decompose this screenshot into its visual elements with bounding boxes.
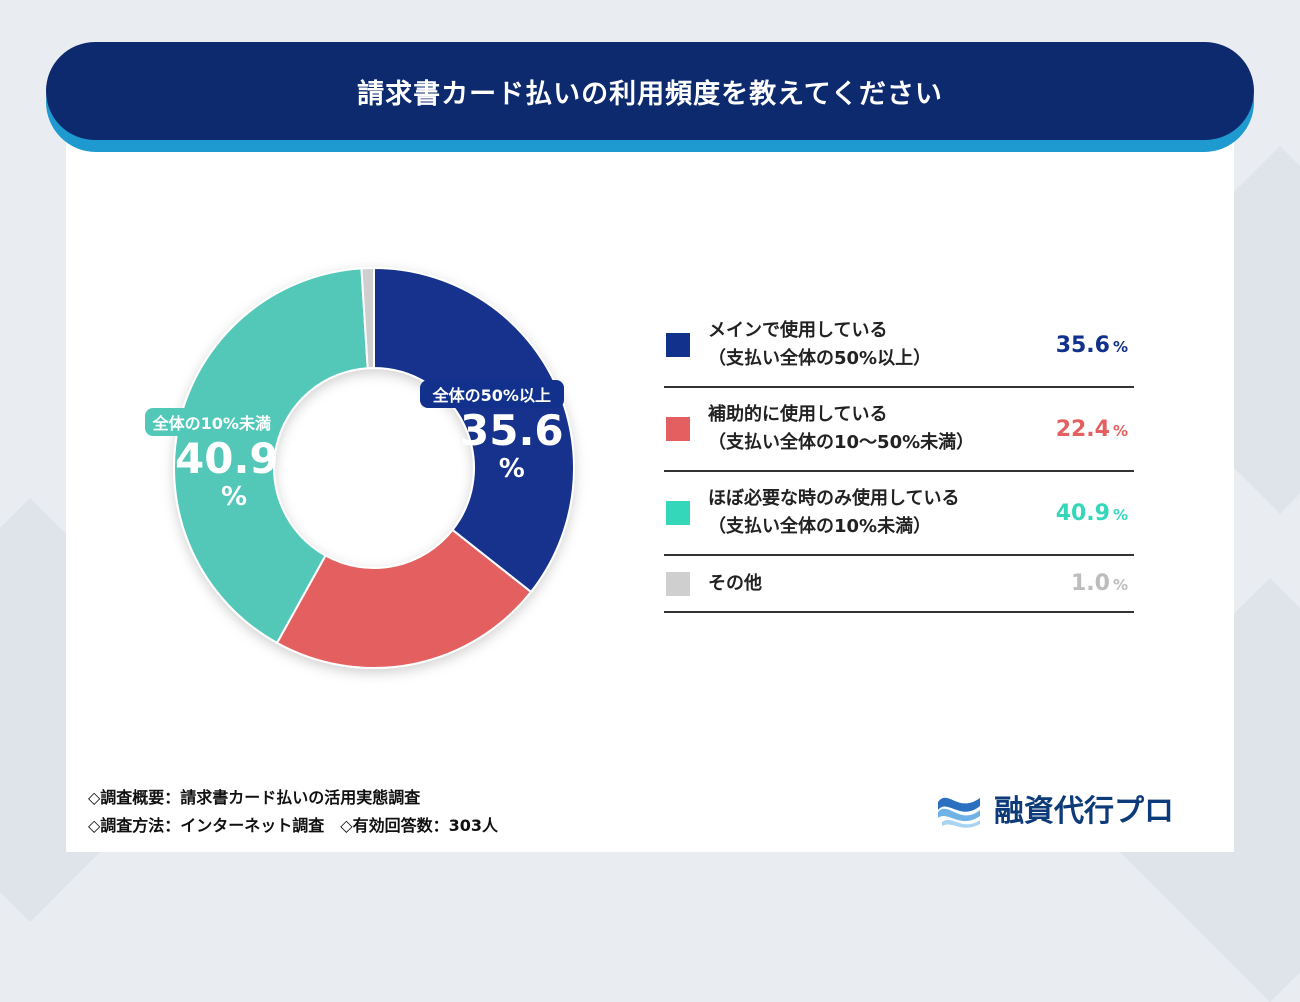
legend-value: 40.9% [1055,500,1128,526]
slice-label-unit: % [221,482,248,512]
survey-method: ◇調査方法：インターネット調査 ◇有効回答数：303人 [88,816,499,835]
legend-label: ほぼ必要な時のみ使用している [708,488,960,509]
legend-row: ほぼ必要な時のみ使用している （支払い全体の10%未満） 40.9% [664,472,1134,556]
legend-sublabel: （支払い全体の50%以上） [708,348,932,369]
slice-label-unit: % [498,454,525,484]
legend-sublabel: （支払い全体の10〜50%未満） [708,432,975,453]
legend-label: メインで使用している [708,320,888,341]
legend-value: 22.4% [1055,416,1128,442]
slice-label-tag: 全体の10%未満 [145,408,279,436]
donut-slice [173,267,369,645]
legend-sublabel: （支払い全体の10%未満） [708,516,932,537]
legend-label: 補助的に使用している [708,404,888,425]
wave-logo-icon [938,797,980,828]
donut-slice [360,266,375,370]
donut-slice [275,528,533,669]
legend-swatch [666,333,690,357]
slice-label-value: 40.9 [175,434,279,483]
slice-label-tag: 全体の50%以上 [420,380,564,408]
legend-value: 35.6% [1055,332,1128,358]
slice-label-main: 全体の50%以上 35.6 % [420,380,564,484]
chart-legend: メインで使用している （支払い全体の50%以上） 35.6% 補助的に使用している… [664,304,1134,613]
legend-value: 1.0% [1070,571,1128,596]
legend-row: メインで使用している （支払い全体の50%以上） 35.6% [664,304,1134,388]
legend-swatch [666,571,690,596]
legend-row: その他 1.0% [664,556,1134,613]
slice-label-rare: 全体の10%未満 40.9 % [145,408,279,512]
page-title: 請求書カード払いの利用頻度を教えてください [46,42,1254,140]
brand-logo: 融資代行プロ [934,786,1174,830]
legend-label: その他 [708,572,762,594]
donut-chart [173,266,575,669]
legend-swatch [666,501,690,525]
legend-swatch [666,417,690,441]
legend-row: 補助的に使用している （支払い全体の10〜50%未満） 22.4% [664,388,1134,472]
survey-summary: ◇調査概要：請求書カード払いの活用実態調査 [88,788,421,807]
brand-name: 融資代行プロ [994,794,1174,829]
survey-notes: ◇調査概要：請求書カード払いの活用実態調査 ◇調査方法：インターネット調査 ◇有… [88,784,498,840]
slice-label-value: 35.6 [460,406,564,455]
